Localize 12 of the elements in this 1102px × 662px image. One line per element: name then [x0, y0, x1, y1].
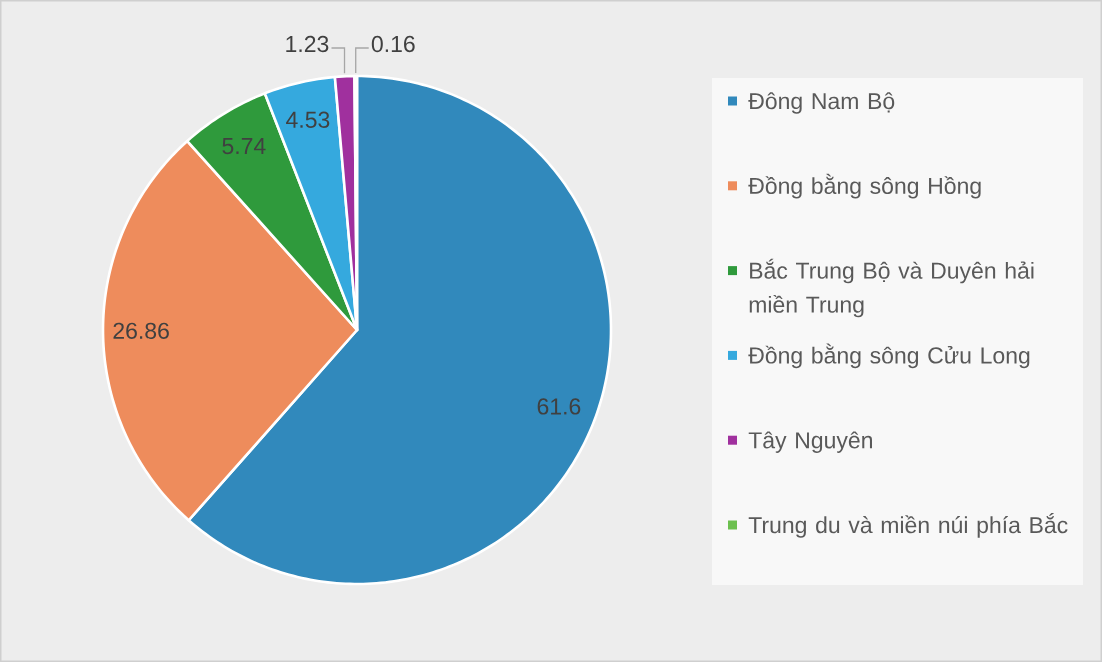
data-label: 26.86: [113, 322, 169, 339]
legend-label: Trung du và miền núi phía Bắc: [748, 513, 1068, 538]
data-label: 5.74: [222, 138, 266, 155]
data-label: 61.6: [537, 398, 581, 415]
data-label: 0.16: [371, 35, 415, 53]
data-label: 4.53: [286, 111, 330, 128]
legend-label: Tây Nguyên: [748, 431, 872, 453]
data-label: 1.23: [286, 35, 329, 53]
legend-label: Bắc Trung Bộ và Duyên hải miền Trung: [749, 258, 1034, 318]
legend-label: Đông Nam Bộ: [748, 92, 895, 114]
legend-label: Đồng bằng sông Cửu Long: [748, 343, 1030, 369]
legend-label: Đồng bằng sông Hồng: [748, 173, 981, 199]
